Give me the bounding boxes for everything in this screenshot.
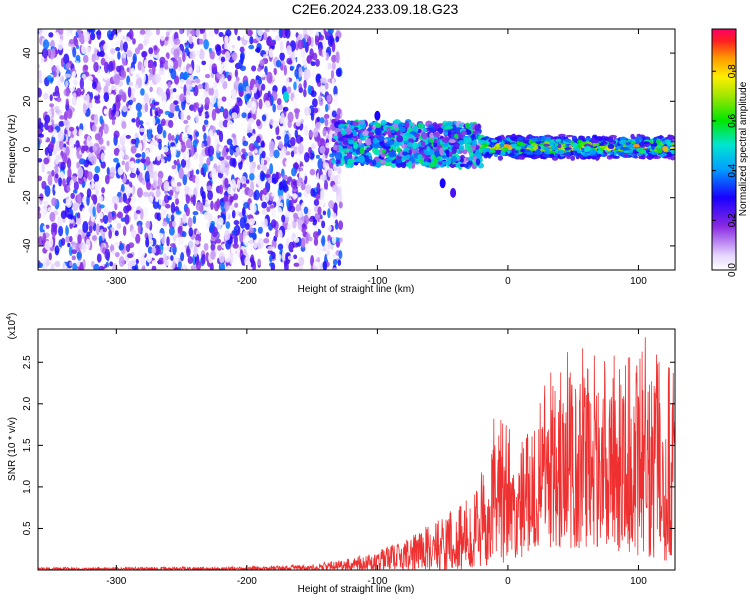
snr-panel: -300 -200 -100 0 100 0.5 1.0 1.5 2.0 2.5 Height o… (6, 313, 676, 595)
spectrogram-y-tick-label: -20 (22, 190, 33, 205)
colorbar-gradient (712, 29, 736, 270)
spectrogram-x-tick-label: -300 (106, 276, 126, 287)
snr-x-tick-label: 0 (505, 576, 511, 587)
snr-frame (37, 328, 676, 571)
spectrogram-feature-3 (450, 187, 457, 198)
spectrogram-y-tick-label: 0 (22, 146, 33, 152)
spectrogram-x-tick-label: 100 (630, 276, 647, 287)
snr-y-tick-label: 1.5 (22, 438, 33, 452)
snr-x-tick-label: 100 (630, 576, 647, 587)
snr-y-multiplier-exponent: 4 (6, 316, 13, 320)
snr-y-tick-label: 1.0 (22, 480, 33, 494)
spectrogram-y-tick-label: 20 (22, 95, 33, 107)
spectrogram-feature-1 (374, 110, 381, 121)
colorbar-tick-label: 0.0 (727, 263, 738, 277)
spectrogram-x-tick-label: -200 (237, 276, 257, 287)
spectrogram-y-axis-label: Frequency (Hz) (7, 115, 18, 184)
snr-y-multiplier-base: (x10 (7, 319, 18, 339)
snr-y-axis-label: SNR (10 * v/v) (7, 417, 18, 481)
spectrogram-feature-2 (439, 178, 446, 189)
chart-title: C2E6.2024.233.09.18.G23 (291, 1, 459, 17)
spectrogram-cells (38, 29, 675, 270)
colorbar-label: Normalized spectral amplitude (738, 81, 749, 216)
snr-ticks: -300 -200 -100 0 100 0.5 1.0 1.5 2.0 2.5 (22, 329, 675, 587)
snr-y-multiplier: (x104) (6, 313, 18, 340)
snr-x-axis-label: Height of straight line (km) (298, 584, 415, 595)
snr-y-tick-label: 0.5 (22, 521, 33, 535)
snr-y-tick-label: 2.0 (22, 396, 33, 410)
colorbar-frame (711, 28, 737, 271)
snr-x-tick-label: -300 (106, 576, 126, 587)
spectrogram-x-tick-label: 0 (505, 276, 511, 287)
spectrogram-x-axis-label: Height of straight line (km) (298, 284, 415, 295)
colorbar-ticks: 0.0 0.2 0.4 0.6 0.8 (712, 64, 738, 277)
colorbar-tick-label: 0.4 (727, 163, 738, 177)
colorbar-tick-label: 0.6 (727, 114, 738, 128)
snr-x-tick-label: -200 (237, 576, 257, 587)
spectrogram-y-tick-label: 40 (22, 47, 33, 59)
spectrogram-feature-0 (283, 91, 290, 102)
colorbar-tick-label: 0.8 (727, 64, 738, 78)
colorbar: 0.0 0.2 0.4 0.6 0.8 Normalized spectral ampl… (711, 28, 749, 277)
snr-x-tick-label: -100 (367, 576, 387, 587)
snr-y-multiplier-close: ) (7, 313, 18, 316)
spectrogram-y-tick-label: -40 (22, 238, 33, 253)
colorbar-tick-label: 0.2 (727, 213, 738, 227)
snr-y-tick-label: 2.5 (22, 355, 33, 369)
spectrogram-x-tick-label: -100 (367, 276, 387, 287)
